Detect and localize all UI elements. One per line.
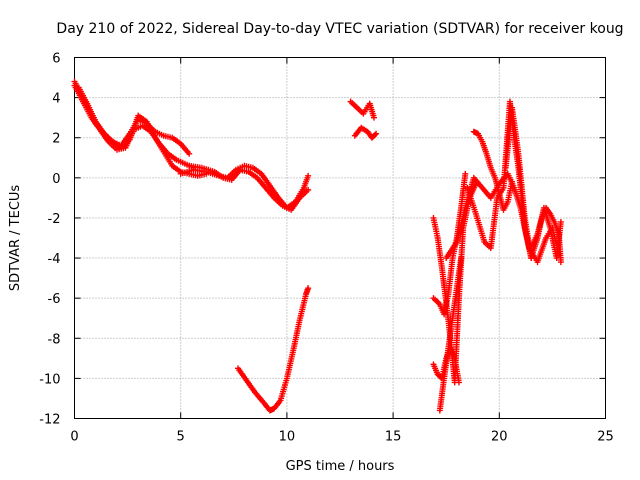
x-tick-label: 20	[491, 430, 508, 445]
y-tick-label: 0	[52, 172, 60, 187]
data-series	[71, 78, 564, 414]
y-tick-label: -10	[39, 372, 60, 387]
data-point	[509, 178, 516, 185]
data-point	[186, 150, 193, 157]
x-axis-label: GPS time / hours	[286, 459, 395, 474]
x-tick-label: 10	[279, 430, 296, 445]
series-track-f	[235, 285, 312, 414]
series-track-o	[470, 128, 516, 213]
data-point	[458, 255, 465, 262]
plot-frame	[74, 57, 606, 419]
y-tick-label: 4	[52, 92, 60, 107]
series-track-l	[436, 255, 465, 414]
y-tick-label: -2	[48, 212, 61, 227]
series-track-e	[186, 162, 312, 213]
data-point	[305, 285, 312, 292]
y-tick-label: 2	[52, 132, 60, 147]
data-point	[557, 259, 564, 266]
y-tick-label: 6	[52, 52, 60, 67]
data-point	[462, 170, 469, 177]
y-tick-label: -4	[48, 252, 61, 267]
axis-ticks: 0 5 10 15 20 25 -12 -10 -8 -6 -4 -2 0 2 4 6	[39, 52, 614, 445]
series-track-h	[351, 124, 380, 141]
data-point	[305, 186, 312, 193]
grid-lines	[74, 57, 606, 419]
data-point	[455, 379, 462, 386]
x-tick-label: 15	[385, 430, 402, 445]
data-point	[372, 131, 379, 138]
data-point	[305, 172, 312, 179]
x-tick-label: 5	[177, 430, 185, 445]
series-track-q	[528, 204, 564, 266]
chart-title: Day 210 of 2022, Sidereal Day-to-day VTE…	[56, 21, 623, 37]
data-point	[373, 130, 380, 137]
data-point	[557, 218, 564, 225]
y-tick-label: -6	[48, 292, 61, 307]
y-axis-label: SDTVAR / TECUs	[8, 185, 23, 292]
y-tick-label: -12	[39, 413, 60, 428]
series-track-c	[75, 84, 210, 179]
x-tick-label: 25	[597, 430, 614, 445]
y-tick-label: -8	[48, 332, 61, 347]
data-point	[370, 114, 377, 121]
x-tick-label: 0	[70, 430, 78, 445]
series-track-g	[347, 98, 377, 121]
